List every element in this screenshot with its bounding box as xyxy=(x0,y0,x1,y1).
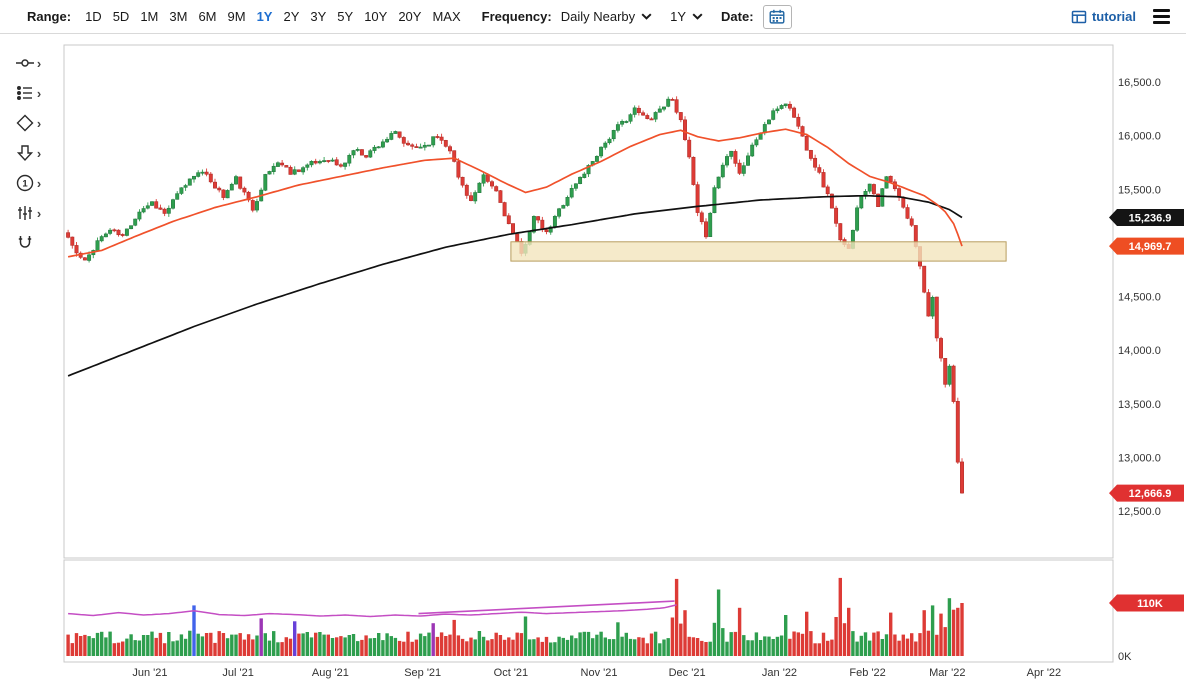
volume-ma-line xyxy=(68,604,677,618)
frequency-dropdown[interactable]: Daily Nearby xyxy=(561,9,652,24)
x-axis-label: Feb '22 xyxy=(849,667,885,679)
magnet-icon xyxy=(15,233,35,253)
svg-text:110K: 110K xyxy=(1137,598,1163,610)
y-axis-label: 14,500.0 xyxy=(1118,292,1161,304)
magnet-tool[interactable]: › xyxy=(15,232,41,254)
y-axis-label: 16,500.0 xyxy=(1118,77,1161,89)
x-axis-label: Mar '22 xyxy=(929,667,965,679)
range-5d-button[interactable]: 5D xyxy=(108,7,135,26)
volume-badge: 110K xyxy=(1109,594,1184,612)
submenu-chevron-icon: › xyxy=(36,55,42,71)
volume-zero-label: 0K xyxy=(1118,651,1132,663)
price-badge: 14,969.7 xyxy=(1109,237,1184,255)
range-3m-button[interactable]: 3M xyxy=(164,7,192,26)
x-axis-label: Dec '21 xyxy=(669,667,706,679)
arrow-down-icon xyxy=(15,143,35,163)
y-axis-label: 12,500.0 xyxy=(1118,506,1161,518)
x-axis-label: Aug '21 xyxy=(312,667,349,679)
measure-line-icon xyxy=(15,53,35,73)
shape-diamond-icon xyxy=(15,113,35,133)
range-max-button[interactable]: MAX xyxy=(427,7,465,26)
tutorial-label: tutorial xyxy=(1091,9,1136,24)
x-axis-label: Oct '21 xyxy=(494,667,529,679)
range-5y-button[interactable]: 5Y xyxy=(332,7,358,26)
top-toolbar: Range: 1D 5D 1M 3M 6M 9M 1Y 2Y 3Y 5Y 10Y 20Y MAX Fre… xyxy=(0,0,1186,34)
indicator-list-icon xyxy=(15,83,35,103)
calendar-icon xyxy=(769,9,785,24)
range-3y-button[interactable]: 3Y xyxy=(305,7,331,26)
range-10y-button[interactable]: 10Y xyxy=(359,7,392,26)
drawing-toolbar: ››››1››› xyxy=(0,34,56,688)
range-6m-button[interactable]: 6M xyxy=(193,7,221,26)
range-1d-button[interactable]: 1D xyxy=(80,7,107,26)
ohlc-pattern-tool[interactable]: › xyxy=(15,202,41,224)
x-axis-label: Jul '21 xyxy=(222,667,253,679)
support-zone-annotation[interactable] xyxy=(510,241,1007,262)
date-picker-button[interactable] xyxy=(762,4,792,29)
ma-short-line xyxy=(67,128,963,258)
x-axis-label: Jun '21 xyxy=(132,667,167,679)
menu-icon[interactable] xyxy=(1151,7,1172,26)
date-label: Date: xyxy=(721,9,754,24)
tutorial-grid-icon xyxy=(1071,10,1087,23)
svg-text:12,666.9: 12,666.9 xyxy=(1129,488,1172,500)
tutorial-button[interactable]: tutorial xyxy=(1071,9,1136,25)
x-axis-label: Jan '22 xyxy=(762,667,797,679)
chevron-down-icon xyxy=(692,13,703,20)
range-1m-button[interactable]: 1M xyxy=(135,7,163,26)
range-buttons: 1D 5D 1M 3M 6M 9M 1Y 2Y 3Y 5Y 10Y 20Y MAX xyxy=(80,7,466,26)
measure-line-tool[interactable]: › xyxy=(15,52,41,74)
x-axis-label: Sep '21 xyxy=(404,667,441,679)
range-9m-button[interactable]: 9M xyxy=(223,7,251,26)
frequency-value: Daily Nearby xyxy=(560,9,636,24)
ma-long-line xyxy=(67,194,963,377)
submenu-chevron-icon: › xyxy=(36,115,42,131)
submenu-chevron-icon: › xyxy=(36,85,42,101)
indicator-list-tool[interactable]: › xyxy=(15,82,41,104)
arrow-down-tool[interactable]: › xyxy=(15,142,41,164)
y-axis-label: 13,000.0 xyxy=(1118,452,1161,464)
chevron-down-icon xyxy=(641,13,652,20)
submenu-chevron-icon: › xyxy=(36,175,42,191)
range-1y-button[interactable]: 1Y xyxy=(252,7,278,26)
period-value: 1Y xyxy=(670,9,687,24)
svg-text:14,969.7: 14,969.7 xyxy=(1129,241,1172,253)
x-axis-label: Apr '22 xyxy=(1027,667,1062,679)
volume-trendline-annotation[interactable] xyxy=(418,600,675,615)
frequency-label: Frequency: xyxy=(481,9,552,24)
volume-layer xyxy=(66,577,964,656)
period-dropdown[interactable]: 1Y xyxy=(670,9,703,24)
submenu-chevron-icon: › xyxy=(36,205,42,221)
y-axis-label: 13,500.0 xyxy=(1118,399,1161,411)
ohlc-pattern-icon xyxy=(15,203,35,223)
svg-text:15,236.9: 15,236.9 xyxy=(1129,213,1172,225)
range-20y-button[interactable]: 20Y xyxy=(393,7,426,26)
y-axis-label: 16,000.0 xyxy=(1118,131,1161,143)
y-axis-label: 14,000.0 xyxy=(1118,345,1161,357)
price-badge: 15,236.9 xyxy=(1109,209,1184,226)
range-2y-button[interactable]: 2Y xyxy=(278,7,304,26)
candles-layer xyxy=(66,96,964,494)
price-badge: 12,666.9 xyxy=(1109,484,1184,502)
y-axis-label: 15,500.0 xyxy=(1118,184,1161,196)
price-chart[interactable]: 16,500.0 16,000.0 15,500.0 14,500.0 14,000.0… xyxy=(56,34,1186,688)
svg-text:1: 1 xyxy=(22,179,28,190)
main-pane[interactable] xyxy=(63,44,1114,559)
range-label: Range: xyxy=(27,9,72,24)
shape-diamond-tool[interactable]: › xyxy=(15,112,41,134)
x-axis-label: Nov '21 xyxy=(581,667,618,679)
submenu-chevron-icon: › xyxy=(36,145,42,161)
number-label-tool[interactable]: 1 › xyxy=(15,172,41,194)
number-label-icon: 1 xyxy=(15,173,35,193)
